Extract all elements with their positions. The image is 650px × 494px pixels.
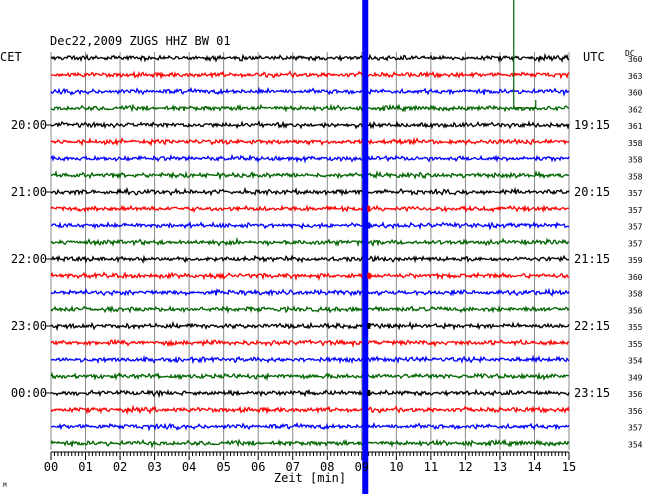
annotation-gap [514, 94, 535, 107]
trace-row [50, 404, 570, 416]
dc-value: 356 [628, 306, 643, 315]
trace-row [50, 203, 570, 214]
x-tick-label: 08 [320, 460, 334, 474]
left-hour-label: 20:00 [11, 118, 47, 132]
event-amplitude-blip [367, 205, 371, 212]
trace-row [51, 220, 570, 231]
trace-row [50, 388, 570, 399]
x-tick-label: 12 [458, 460, 472, 474]
dc-value: 358 [628, 290, 643, 299]
trace-row [50, 338, 570, 349]
x-tick-label: 14 [527, 460, 541, 474]
dc-value: 360 [628, 89, 643, 98]
trace-row [50, 103, 570, 113]
event-markers [362, 0, 537, 494]
axis-labels: 00 01 02 03 04 05 06 07 08 09 10 11 12 13 14 15 360 363 36… [11, 55, 643, 474]
trace-row [50, 236, 570, 248]
dc-value: 354 [628, 357, 643, 366]
left-hour-label: 00:00 [11, 386, 47, 400]
right-hour-label: 23:15 [574, 386, 610, 400]
x-tick-label: 11 [424, 460, 438, 474]
left-hour-label: 21:00 [11, 185, 47, 199]
trace-row [50, 371, 569, 382]
dc-value: 357 [628, 424, 643, 433]
trace-row [50, 354, 570, 365]
trace-row [50, 136, 570, 147]
trace-row [50, 421, 570, 432]
dc-value: 359 [628, 256, 643, 265]
left-hour-label: 23:00 [11, 319, 47, 333]
dc-value: 355 [628, 340, 643, 349]
dc-value: 358 [628, 156, 643, 165]
x-tick-label: 00 [44, 460, 58, 474]
dc-value: 360 [628, 273, 643, 282]
dc-value: 355 [628, 323, 643, 332]
seismic-traces [50, 52, 570, 449]
x-tick-label: 04 [182, 460, 196, 474]
chart-title: Dec22,2009 ZUGS HHZ BW 01 [50, 34, 231, 48]
x-tick-label: 06 [251, 460, 265, 474]
x-tick-label: 02 [113, 460, 127, 474]
right-hour-label: 22:15 [574, 319, 610, 333]
dc-value: 354 [628, 440, 643, 449]
left-timezone-label: CET [0, 50, 22, 64]
event-amplitude-blip [367, 222, 371, 229]
right-hour-label: 20:15 [574, 185, 610, 199]
x-tick-label: 07 [286, 460, 300, 474]
trace-row [50, 169, 570, 181]
trace-row [50, 320, 570, 332]
trace-row [50, 287, 570, 298]
trace-row [50, 271, 570, 282]
trace-row [50, 254, 570, 264]
right-timezone-label: UTC [583, 50, 605, 64]
footer-mark: M [3, 482, 7, 489]
x-tick-label: 01 [78, 460, 92, 474]
x-tick-label: 13 [493, 460, 507, 474]
x-tick-label: 03 [147, 460, 161, 474]
event-marker-line [362, 0, 369, 494]
dc-header-label: DC [625, 49, 635, 58]
dc-value: 361 [628, 122, 643, 131]
grid-lines [46, 52, 570, 460]
right-hour-label: 19:15 [574, 118, 610, 132]
trace-row [50, 52, 570, 64]
dc-value: 356 [628, 407, 643, 416]
trace-row [50, 120, 570, 130]
annotation-line [513, 0, 537, 109]
x-tick-label: 15 [562, 460, 576, 474]
dc-value: 363 [628, 72, 643, 81]
dc-value: 349 [628, 373, 643, 382]
dc-value: 356 [628, 390, 643, 399]
dc-value: 358 [628, 172, 643, 181]
dc-value: 358 [628, 139, 643, 148]
dc-value: 357 [628, 223, 643, 232]
x-axis-label: Zeit [min] [274, 471, 346, 485]
trace-row [50, 153, 570, 164]
x-tick-label: 10 [389, 460, 403, 474]
event-amplitude-blip [367, 272, 371, 279]
left-hour-label: 22:00 [11, 252, 47, 266]
trace-row [50, 186, 570, 197]
dc-value: 357 [628, 189, 643, 198]
trace-row [50, 70, 570, 80]
right-hour-label: 21:15 [574, 252, 610, 266]
x-tick-label: 05 [216, 460, 230, 474]
dc-value: 360 [628, 55, 643, 64]
trace-row [50, 86, 570, 97]
trace-row [50, 304, 570, 314]
dc-value: 362 [628, 105, 643, 114]
dc-value: 357 [628, 239, 643, 248]
event-amplitude-blip [367, 390, 371, 396]
dc-value: 357 [628, 206, 643, 215]
x-tick-label: 09 [355, 460, 369, 474]
trace-row [50, 438, 570, 449]
event-amplitude-blip [367, 323, 371, 329]
